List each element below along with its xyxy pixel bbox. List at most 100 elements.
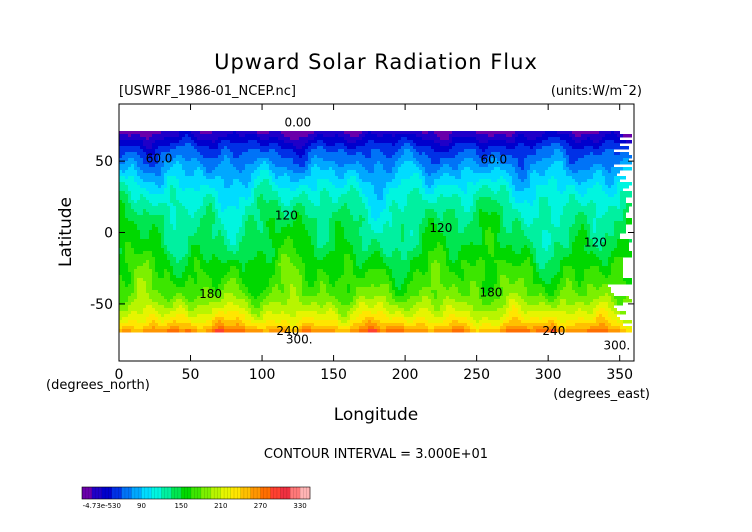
heatmap-cell [164, 164, 173, 168]
heatmap-cell [125, 260, 146, 264]
heatmap-cell [410, 296, 422, 300]
heatmap-cell [515, 305, 521, 309]
heatmap-cell [290, 287, 296, 291]
heatmap-cell [575, 236, 587, 240]
heatmap-cell [239, 323, 245, 327]
heatmap-cell [155, 260, 170, 264]
heatmap-cell [473, 218, 479, 222]
heatmap-cell [392, 170, 398, 174]
heatmap-cell [587, 293, 605, 297]
heatmap-cell [299, 212, 305, 216]
heatmap-cell [143, 158, 158, 162]
heatmap-cell [290, 296, 299, 300]
heatmap-cell [197, 326, 203, 330]
heatmap-cell [626, 329, 632, 333]
heatmap-cell [542, 158, 566, 162]
heatmap-cell [218, 326, 224, 330]
heatmap-cell [143, 212, 149, 216]
heatmap-cell [269, 281, 281, 285]
heatmap-cell [377, 197, 383, 201]
heatmap-cell [374, 305, 383, 309]
heatmap-cell [308, 194, 320, 198]
heatmap-cell [620, 311, 626, 315]
heatmap-cell [497, 191, 509, 195]
heatmap-cell [119, 155, 122, 159]
heatmap-cell [587, 236, 590, 240]
heatmap-cell [524, 188, 536, 192]
heatmap-cell [344, 149, 371, 153]
heatmap-cell [155, 224, 164, 228]
heatmap-cell [413, 248, 422, 252]
heatmap-cell [308, 197, 320, 201]
heatmap-cell [221, 260, 227, 264]
heatmap-cell [539, 317, 542, 321]
heatmap-cell [212, 284, 218, 288]
heatmap-cell [227, 248, 239, 252]
heatmap-cell [587, 287, 596, 291]
heatmap-cell [119, 131, 161, 135]
heatmap-cell [260, 209, 281, 213]
heatmap-cell [479, 293, 485, 297]
heatmap-cell [146, 290, 158, 294]
heatmap-cell [191, 275, 197, 279]
heatmap-cell [164, 242, 188, 246]
heatmap-cell [161, 293, 176, 297]
heatmap-cell [476, 284, 482, 288]
heatmap-cell [590, 137, 602, 141]
heatmap-cell [173, 302, 185, 306]
heatmap-cell [335, 296, 353, 300]
heatmap-cell [485, 242, 494, 246]
heatmap-cell [314, 245, 317, 249]
heatmap-cell [176, 227, 197, 231]
colorbar-swatch [200, 487, 212, 499]
heatmap-cell [188, 311, 212, 315]
heatmap-cell [380, 242, 419, 246]
heatmap-cell [356, 275, 365, 279]
heatmap-cell [407, 257, 413, 261]
heatmap-cell [269, 233, 308, 237]
heatmap-cell [251, 320, 266, 324]
colorbar-swatch [111, 487, 122, 499]
heatmap-cell [257, 224, 263, 228]
heatmap-cell [314, 137, 344, 141]
heatmap-cell [596, 221, 614, 225]
heatmap-cell [263, 230, 269, 234]
heatmap-cell [530, 164, 551, 168]
heatmap-cell [194, 269, 203, 273]
heatmap-cell [431, 311, 443, 315]
heatmap-cell [380, 212, 392, 216]
heatmap-cell [605, 140, 614, 144]
heatmap-cell [575, 269, 584, 273]
heatmap-cell [419, 188, 425, 192]
heatmap-cell [128, 185, 140, 189]
heatmap-cell [125, 191, 131, 195]
heatmap-cell [392, 287, 398, 291]
heatmap-cell [275, 176, 278, 180]
colorbar-swatch [290, 487, 301, 499]
heatmap-cell [137, 212, 143, 216]
heatmap-cell [245, 206, 257, 210]
heatmap-cell [524, 233, 542, 237]
heatmap-cell [164, 182, 167, 186]
heatmap-cell [407, 320, 413, 324]
heatmap-cell [314, 284, 320, 288]
heatmap-cell [164, 296, 173, 300]
heatmap-cell [260, 143, 269, 147]
heatmap-cell [260, 149, 269, 153]
heatmap-cell [491, 152, 500, 156]
heatmap-cell [383, 134, 392, 138]
heatmap-cell [350, 176, 356, 180]
heatmap-cell [485, 293, 488, 297]
heatmap-cell [338, 320, 341, 324]
heatmap-cell [614, 194, 620, 198]
heatmap-cell [272, 287, 278, 291]
heatmap-cell [461, 293, 470, 297]
heatmap-cell [524, 281, 533, 285]
heatmap-cell [176, 215, 191, 219]
heatmap-cell [257, 206, 281, 210]
heatmap-cell [221, 152, 233, 156]
heatmap-cell [377, 194, 383, 198]
heatmap-cell [470, 206, 476, 210]
heatmap-cell [467, 182, 473, 186]
heatmap-cell [188, 245, 191, 249]
